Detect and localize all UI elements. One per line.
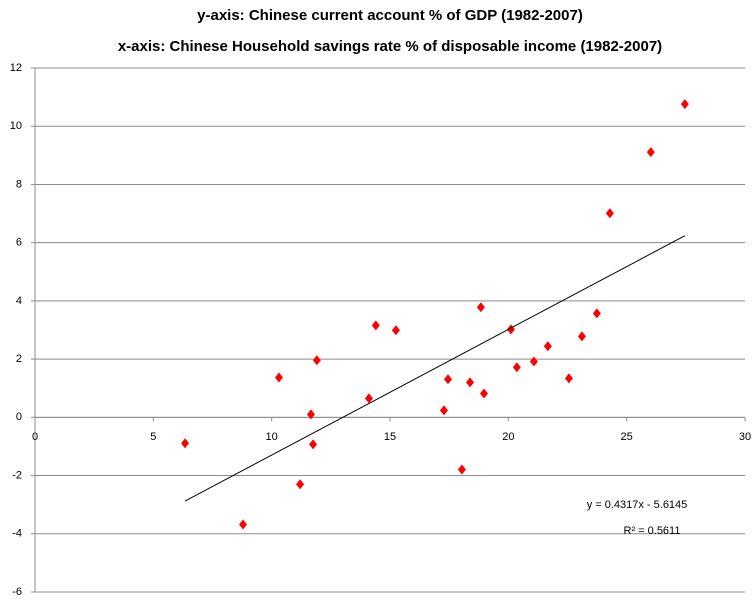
point [443,374,452,385]
y-tick-label: 12 [10,62,22,74]
point [577,331,586,342]
point [680,99,689,110]
point [605,208,614,219]
point [275,372,284,383]
point [465,377,474,388]
x-tick-label: 25 [621,431,633,443]
point [592,308,601,319]
point [309,439,318,450]
point [564,373,573,384]
x-tick-label: 10 [266,431,278,443]
x-tick-label: 5 [150,431,156,443]
y-tick-label: 6 [16,237,22,249]
point [457,464,466,475]
point [512,362,521,373]
x-tick-label: 20 [502,431,514,443]
point [312,355,321,366]
x-tick-label: 15 [384,431,396,443]
point [306,409,315,420]
y-tick-label: -4 [12,528,22,540]
point [371,320,380,331]
point [529,356,538,367]
trendline-r2: R² = 0.5611 [624,525,681,537]
point [543,341,552,352]
y-tick-label: 10 [10,120,22,132]
y-tick-label: 0 [16,411,22,423]
trendline-equation: y = 0.4317x - 5.6145 [587,499,688,511]
y-tick-label: 8 [16,178,22,190]
y-tick-label: 2 [16,353,22,365]
x-tick-label: 0 [32,431,38,443]
x-tick-label: 30 [739,431,751,443]
point [646,147,655,158]
trendline [184,235,686,502]
point [239,519,248,530]
point [391,325,400,336]
point [181,438,190,449]
y-tick-label: -6 [12,586,22,598]
point [296,479,305,490]
chart-subtitle: x-axis: Chinese Household savings rate %… [118,38,662,55]
y-tick-label: -2 [12,469,22,481]
y-tick-label: 4 [16,295,22,307]
chart-title: y-axis: Chinese current account % of GDP… [197,7,583,24]
point [439,405,448,416]
point [476,302,485,313]
point [479,388,488,399]
point [364,393,373,404]
